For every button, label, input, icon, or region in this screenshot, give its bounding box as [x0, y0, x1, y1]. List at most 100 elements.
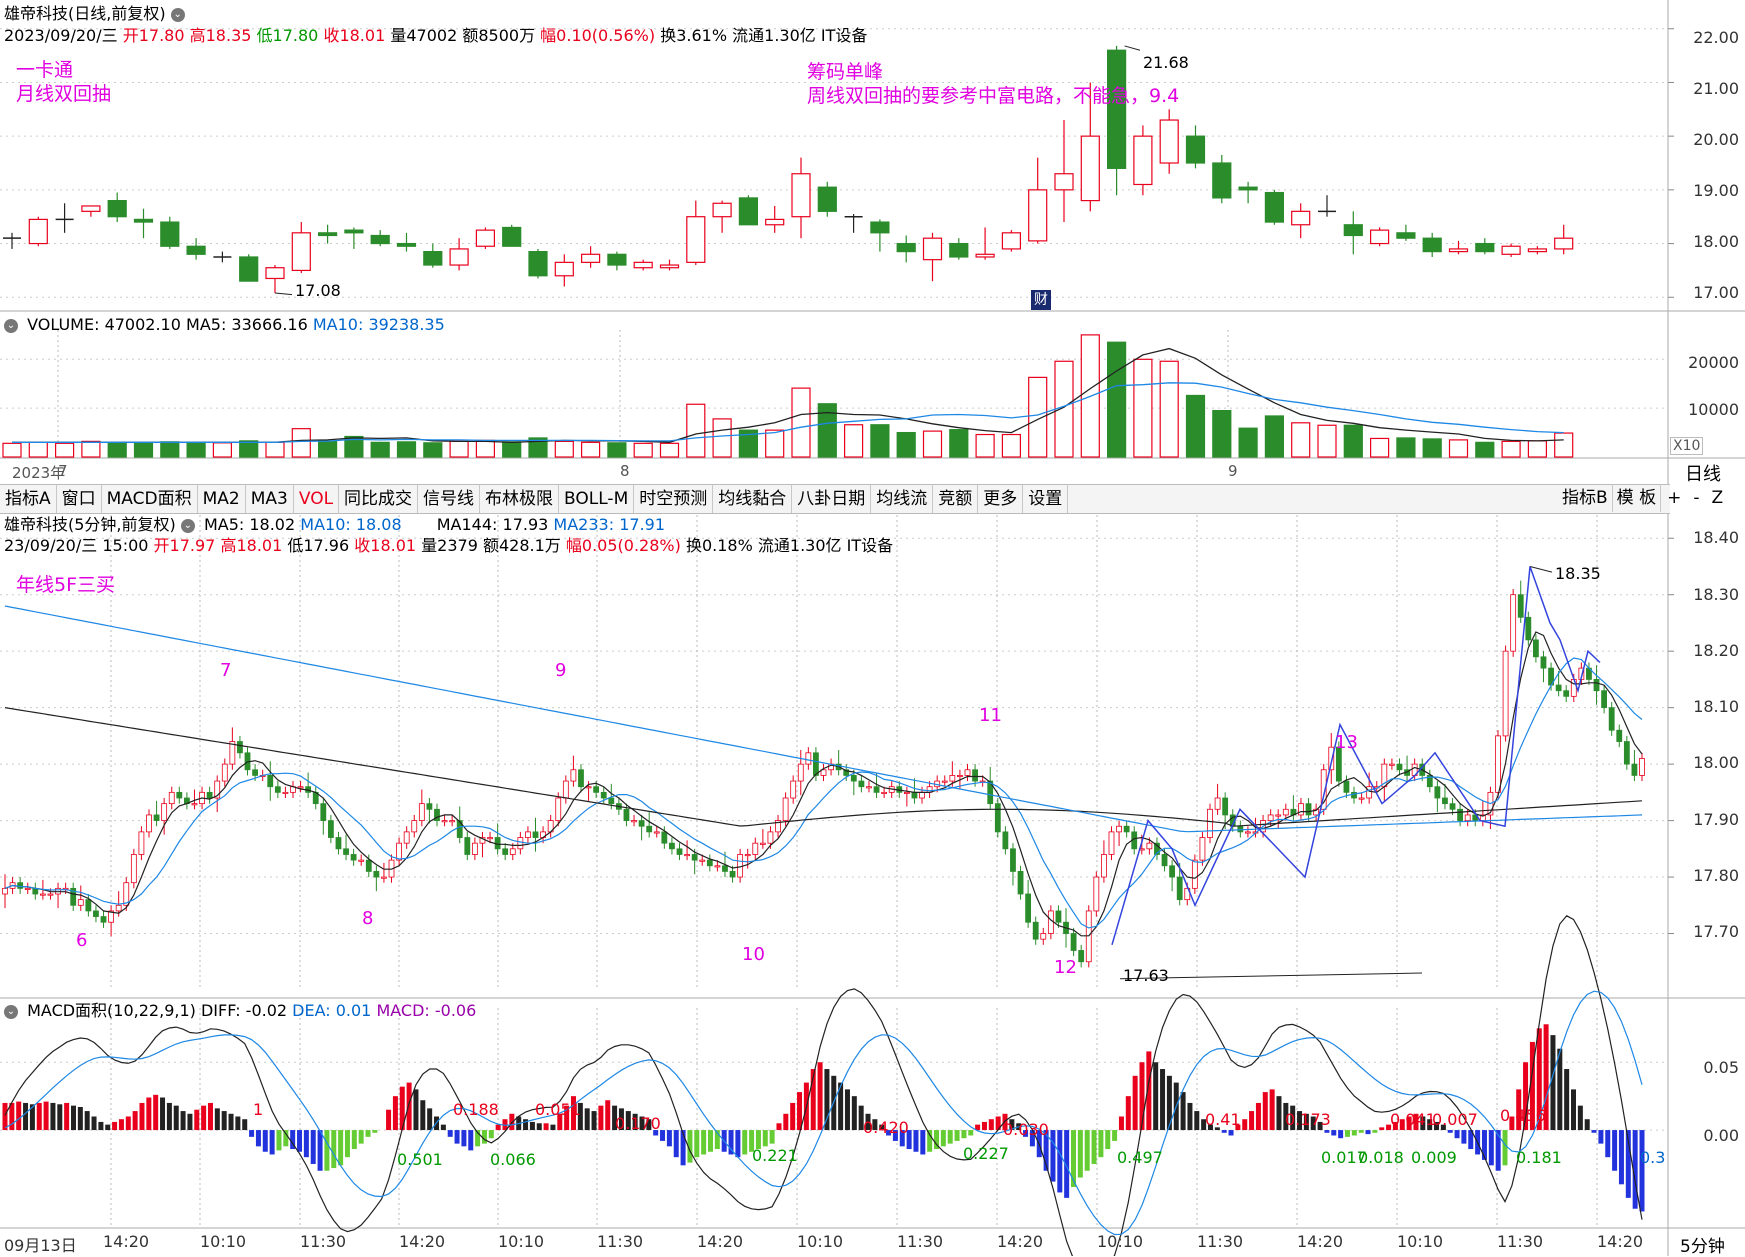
financial-report-icon[interactable]: 财 [1031, 290, 1051, 310]
volume-bar [344, 435, 364, 458]
toolbar-right: 指标B 模 板 + - Z [1558, 484, 1729, 512]
min5-candle-body [850, 775, 857, 782]
min5-volume: 量2379 [421, 536, 478, 555]
toolbar-item-signal-line[interactable]: 信号线 [418, 485, 481, 513]
zoom-out-button[interactable]: - [1693, 488, 1700, 508]
macd-bar [1386, 1124, 1392, 1131]
collapse-icon[interactable]: ⌄ [4, 1004, 18, 1019]
macd-bar [36, 1102, 42, 1131]
volume-bar [870, 424, 890, 458]
macd-bar [358, 1130, 364, 1144]
min5-candle-body [434, 808, 440, 821]
toolbar-item-bagua-date[interactable]: 八卦日期 [792, 485, 872, 513]
toolbar-item-indicator-a[interactable]: 指标A [0, 485, 57, 513]
collapse-icon[interactable]: ⌄ [170, 7, 185, 22]
macd-bar [1112, 1130, 1118, 1141]
macd-bar [701, 1130, 707, 1155]
toolbar-item-time-forecast[interactable]: 时空预测 [634, 485, 714, 513]
macd-bar [139, 1102, 145, 1131]
min5-candle-body [221, 763, 228, 782]
min5-candle-body [805, 752, 812, 765]
x-label: 14:20 [1597, 1232, 1644, 1251]
min5-ma5-line [4, 631, 1643, 937]
macd-bar [166, 1102, 172, 1131]
macd-area-label: 0.181 [1516, 1148, 1562, 1167]
min5-candle-body [714, 865, 721, 868]
macd-bar [1214, 1127, 1220, 1131]
toolbar-item-settings[interactable]: 设置 [1023, 485, 1069, 513]
macd-bar [23, 1102, 29, 1131]
min5-candle-body [93, 910, 99, 917]
macd-bar [1536, 1028, 1542, 1131]
min5-candle-body [365, 859, 372, 872]
toolbar-item-more[interactable]: 更多 [978, 485, 1024, 513]
period-5min[interactable]: 5分钟 [1680, 1237, 1725, 1257]
macd-title[interactable]: MACD面积(10,22,9,1) [27, 1001, 196, 1020]
macd-bar [1187, 1102, 1193, 1131]
toolbar-item-indicator-b[interactable]: 指标B [1558, 484, 1613, 512]
candle-body [949, 242, 969, 258]
min5-candle-body [1282, 808, 1289, 816]
candle-body [1054, 173, 1074, 191]
macd-bar [920, 1130, 926, 1155]
min5-title[interactable]: 雄帝科技(5分钟,前复权) [4, 515, 176, 534]
min5-candle-body [487, 837, 493, 840]
min5-candle-body [1116, 825, 1122, 833]
min5-candle-body [744, 854, 751, 857]
x-label: 9 [1228, 462, 1238, 480]
toolbar-item-macd-area[interactable]: MACD面积 [102, 485, 198, 513]
toolbar-item-yoy-volume[interactable]: 同比成交 [339, 485, 419, 513]
min5-candle-body [1002, 831, 1009, 850]
period-daily[interactable]: 日线 [1685, 464, 1721, 485]
toolbar-item-window[interactable]: 窗口 [57, 485, 102, 513]
candle-body [502, 226, 522, 247]
macd-bar [317, 1130, 323, 1171]
min5-min-arrow [1119, 972, 1423, 980]
toolbar-item-vol[interactable]: VOL [294, 485, 340, 513]
wave-label: 6 [76, 930, 88, 951]
macd-bar [1077, 1130, 1083, 1178]
min5-candle-body [320, 803, 327, 821]
macd-bar [1057, 1130, 1063, 1193]
macd-bar [886, 1130, 892, 1136]
toolbar-item-boll-m[interactable]: BOLL-M [559, 485, 635, 513]
y-tick: 17.80 [1693, 866, 1739, 885]
y-tick: 18.00 [1693, 232, 1739, 251]
candle-body [1343, 224, 1363, 237]
candle-body [686, 216, 706, 263]
toolbar-item-ma2[interactable]: MA2 [198, 485, 246, 513]
macd-bar [1523, 1062, 1529, 1131]
collapse-icon[interactable]: ⌄ [4, 318, 18, 333]
macd-bar [64, 1102, 70, 1131]
toolbar-item-bid-amount[interactable]: 竞额 [933, 485, 979, 513]
y-tick: 18.30 [1693, 585, 1739, 604]
min5-candle-body [1070, 933, 1077, 951]
min5-candle-body [1502, 650, 1509, 737]
candle-body [870, 221, 890, 234]
z-button[interactable]: Z [1711, 488, 1724, 508]
macd-bar [714, 1130, 720, 1150]
min5-candle-body [1214, 797, 1221, 810]
toolbar-item-ma3[interactable]: MA3 [246, 485, 294, 513]
min5-candle-body [1616, 729, 1623, 742]
macd-area-label: 0.170 [615, 1114, 661, 1133]
min5-candle-body [24, 887, 31, 890]
macd-bar [1310, 1116, 1316, 1131]
toolbar-item-template[interactable]: 模 板 [1613, 484, 1662, 512]
candle-body [1396, 232, 1416, 239]
zoom-in-button[interactable]: + [1667, 488, 1682, 508]
min5-candle-body [1032, 921, 1039, 940]
toolbar-item-boll-limit[interactable]: 布林极限 [480, 485, 560, 513]
macd-bar [1249, 1111, 1255, 1131]
min5-open: 开17.97 [153, 536, 216, 555]
volume-bar [1054, 360, 1074, 458]
toolbar-item-ma-flow[interactable]: 均线流 [871, 485, 934, 513]
min5-candle-body [1176, 876, 1183, 901]
daily-title[interactable]: 雄帝科技(日线,前复权) [4, 4, 166, 23]
toolbar-item-ma-converge[interactable]: 均线黏合 [713, 485, 793, 513]
collapse-icon[interactable]: ⌄ [180, 518, 195, 533]
min5-ma10: MA10: 18.08 [300, 515, 402, 534]
min5-candle-body [282, 791, 289, 794]
min5-ma144: MA144: 17.93 [436, 515, 549, 534]
macd-bar [1228, 1130, 1234, 1136]
